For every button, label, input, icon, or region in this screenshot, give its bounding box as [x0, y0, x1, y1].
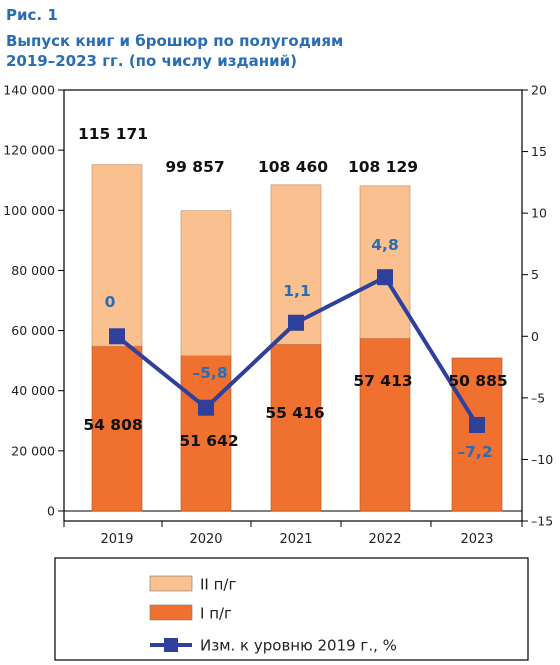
pct-label-2023: –7,2 [457, 443, 492, 461]
bar-h1-2020 [180, 355, 232, 512]
left-axis-tick-label: 80 000 [11, 263, 55, 278]
figure-label: Рис. 1 [6, 6, 58, 24]
plot-frame [63, 89, 523, 522]
right-axis-tick-label: 0 [531, 329, 539, 344]
right-axis-tick-label: 15 [531, 144, 547, 159]
bar-h1-2019 [91, 345, 143, 512]
legend-swatch-marker [164, 638, 178, 652]
total-label-2021: 108 460 [258, 158, 328, 176]
right-axis-tick-label: 5 [531, 267, 539, 282]
total-label-2019: 115 171 [78, 125, 148, 143]
pct-label-2021: 1,1 [283, 282, 310, 300]
legend-swatch-0 [149, 575, 193, 592]
legend-box [54, 557, 529, 661]
chart-title-line1: Выпуск книг и брошюр по полугодиям [6, 32, 344, 50]
bar-h1-2022 [359, 338, 411, 512]
right-axis-tick-label: 10 [531, 206, 547, 221]
total-label-2020: 99 857 [165, 158, 224, 176]
line-marker-2021 [288, 314, 304, 331]
h1-label-2019: 54 808 [83, 416, 142, 434]
x-axis-tick-label: 2021 [279, 532, 312, 547]
bar-h2-2020 [180, 210, 232, 357]
x-axis-tick-label: 2022 [368, 532, 401, 547]
x-axis-tick-label: 2019 [100, 532, 133, 547]
left-axis-tick-label: 120 000 [3, 143, 55, 158]
line-marker-2019 [109, 328, 125, 345]
x-axis-tick-label: 2020 [189, 532, 222, 547]
legend-swatch-1 [149, 604, 193, 621]
line-marker-2023 [469, 416, 485, 433]
left-axis-tick-label: 140 000 [3, 83, 55, 98]
left-axis-tick-label: 40 000 [11, 383, 55, 398]
bar-h1-2021 [270, 344, 322, 512]
right-axis-tick-label: 20 [531, 83, 547, 98]
line-marker-2022 [377, 269, 393, 286]
bar-h2-2022 [359, 185, 411, 339]
left-axis-tick-label: 100 000 [3, 203, 55, 218]
legend-label-2: Изм. к уровню 2019 г., % [200, 637, 397, 655]
legend-label-0: II п/г [200, 576, 236, 594]
pct-label-2019: 0 [105, 293, 116, 311]
pct-label-2020: –5,8 [192, 364, 227, 382]
right-axis-tick-label: –5 [531, 390, 545, 405]
right-axis-tick-label: –10 [531, 452, 553, 467]
h1-label-2020: 51 642 [179, 432, 238, 450]
h1-label-2022: 57 413 [353, 372, 412, 390]
h1-label-2021: 55 416 [265, 404, 324, 422]
pct-label-2022: 4,8 [371, 236, 398, 254]
bar-h2-2019 [91, 164, 143, 347]
total-label-2022: 108 129 [348, 158, 418, 176]
x-axis-tick-label: 2023 [460, 532, 493, 547]
line-marker-2020 [198, 399, 214, 416]
right-axis-tick-label: –15 [531, 514, 553, 529]
chart-title-line2: 2019–2023 гг. (по числу изданий) [6, 52, 297, 70]
left-axis-tick-label: 20 000 [11, 443, 55, 458]
legend-label-1: I п/г [200, 605, 232, 623]
bar-h1-2023 [451, 357, 503, 512]
left-axis-tick-label: 60 000 [11, 323, 55, 338]
h1-label-2023: 50 885 [448, 372, 507, 390]
left-axis-tick-label: 0 [47, 504, 55, 519]
